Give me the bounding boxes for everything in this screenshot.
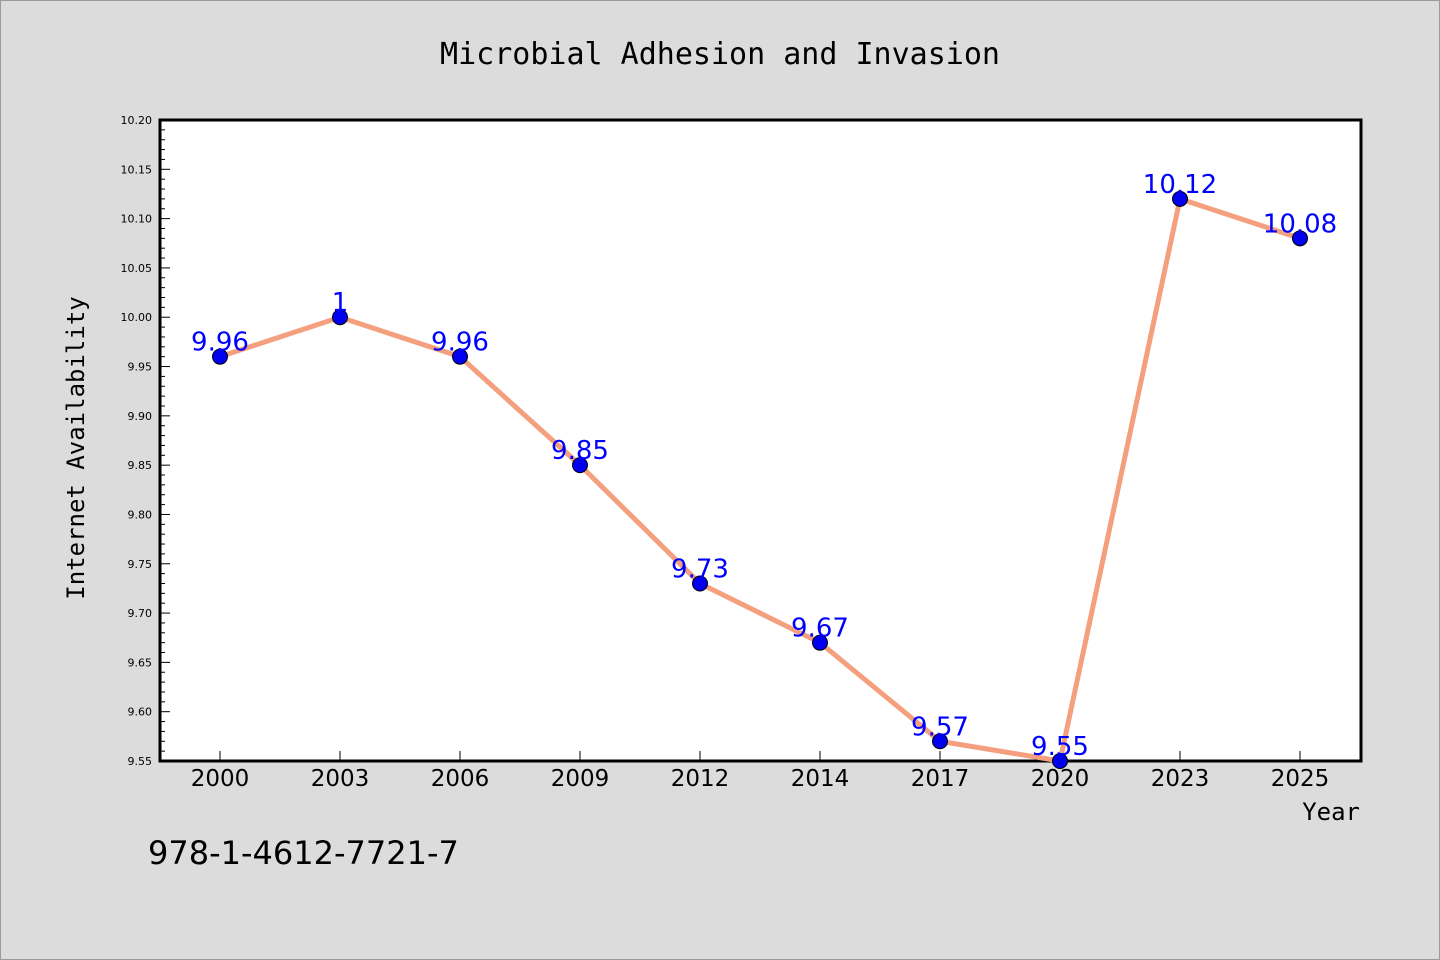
y-tick-label: 9.90 [128, 410, 153, 423]
y-tick-label: 9.70 [128, 607, 153, 620]
x-tick-label: 2000 [191, 766, 250, 792]
data-label: 10.08 [1263, 209, 1337, 239]
x-tick-label: 2025 [1271, 766, 1330, 792]
data-labels: 9.96 1 9.96 9.85 9.73 9.67 9.57 9.55 10.12 10.08 [191, 170, 1337, 762]
y-tick-label: 9.85 [128, 459, 153, 472]
data-label: 9.96 [431, 328, 489, 358]
data-point [1052, 753, 1068, 769]
data-point [932, 733, 948, 750]
y-tick-label: 10.10 [121, 213, 153, 226]
x-tick-label: 2017 [911, 766, 970, 792]
data-point [572, 457, 588, 474]
data-point [332, 309, 348, 326]
x-tick-label: 2003 [311, 766, 370, 792]
x-axis: 2000 2003 2006 2009 2012 2014 2017 2020 2023 2025 [191, 751, 1330, 792]
x-tick-label: 2006 [431, 766, 490, 792]
chart-title: Microbial Adhesion and Invasion [440, 37, 1000, 72]
isbn-annotation: 978-1-4612-7721-7 [148, 834, 459, 872]
data-label: 9.85 [551, 436, 609, 466]
data-label: 9.57 [911, 712, 969, 742]
x-tick-label: 2023 [1151, 766, 1210, 792]
data-label: 10.12 [1143, 170, 1217, 200]
y-tick-label: 9.80 [128, 508, 153, 521]
data-point [1292, 230, 1308, 247]
series-line [217, 196, 1303, 764]
x-axis-label: Year [1302, 798, 1360, 826]
plot-area [158, 118, 1363, 763]
series-line-group [212, 190, 1308, 769]
data-point [1172, 190, 1188, 207]
data-label: 1 [332, 288, 349, 318]
data-label: 9.73 [671, 554, 729, 584]
y-tick-label: 9.95 [128, 361, 153, 374]
x-tick-label: 2014 [791, 766, 850, 792]
data-point [812, 634, 828, 651]
data-point [452, 348, 468, 365]
y-tick-label: 9.65 [128, 656, 153, 669]
data-point [692, 575, 708, 592]
data-label: 9.96 [191, 328, 249, 358]
y-axis-label: Internet Availability [62, 296, 90, 599]
y-tick-label: 10.15 [121, 163, 153, 176]
y-tick-label: 9.60 [128, 706, 153, 719]
y-tick-label: 10.20 [121, 114, 153, 127]
y-axis: 9.55 9.60 9.65 9.70 9.75 9.80 9.85 9.90 9.95 10.0… [121, 114, 170, 768]
data-label: 9.55 [1031, 732, 1089, 762]
x-tick-label: 2012 [671, 766, 730, 792]
data-point [212, 348, 228, 365]
y-tick-label: 10.05 [121, 262, 153, 275]
y-tick-label: 10.00 [121, 311, 153, 324]
x-tick-label: 2009 [551, 766, 610, 792]
data-label: 9.67 [791, 614, 849, 644]
y-tick-label: 9.75 [128, 558, 153, 571]
x-tick-label: 2020 [1031, 766, 1090, 792]
y-tick-label: 9.55 [128, 755, 153, 768]
